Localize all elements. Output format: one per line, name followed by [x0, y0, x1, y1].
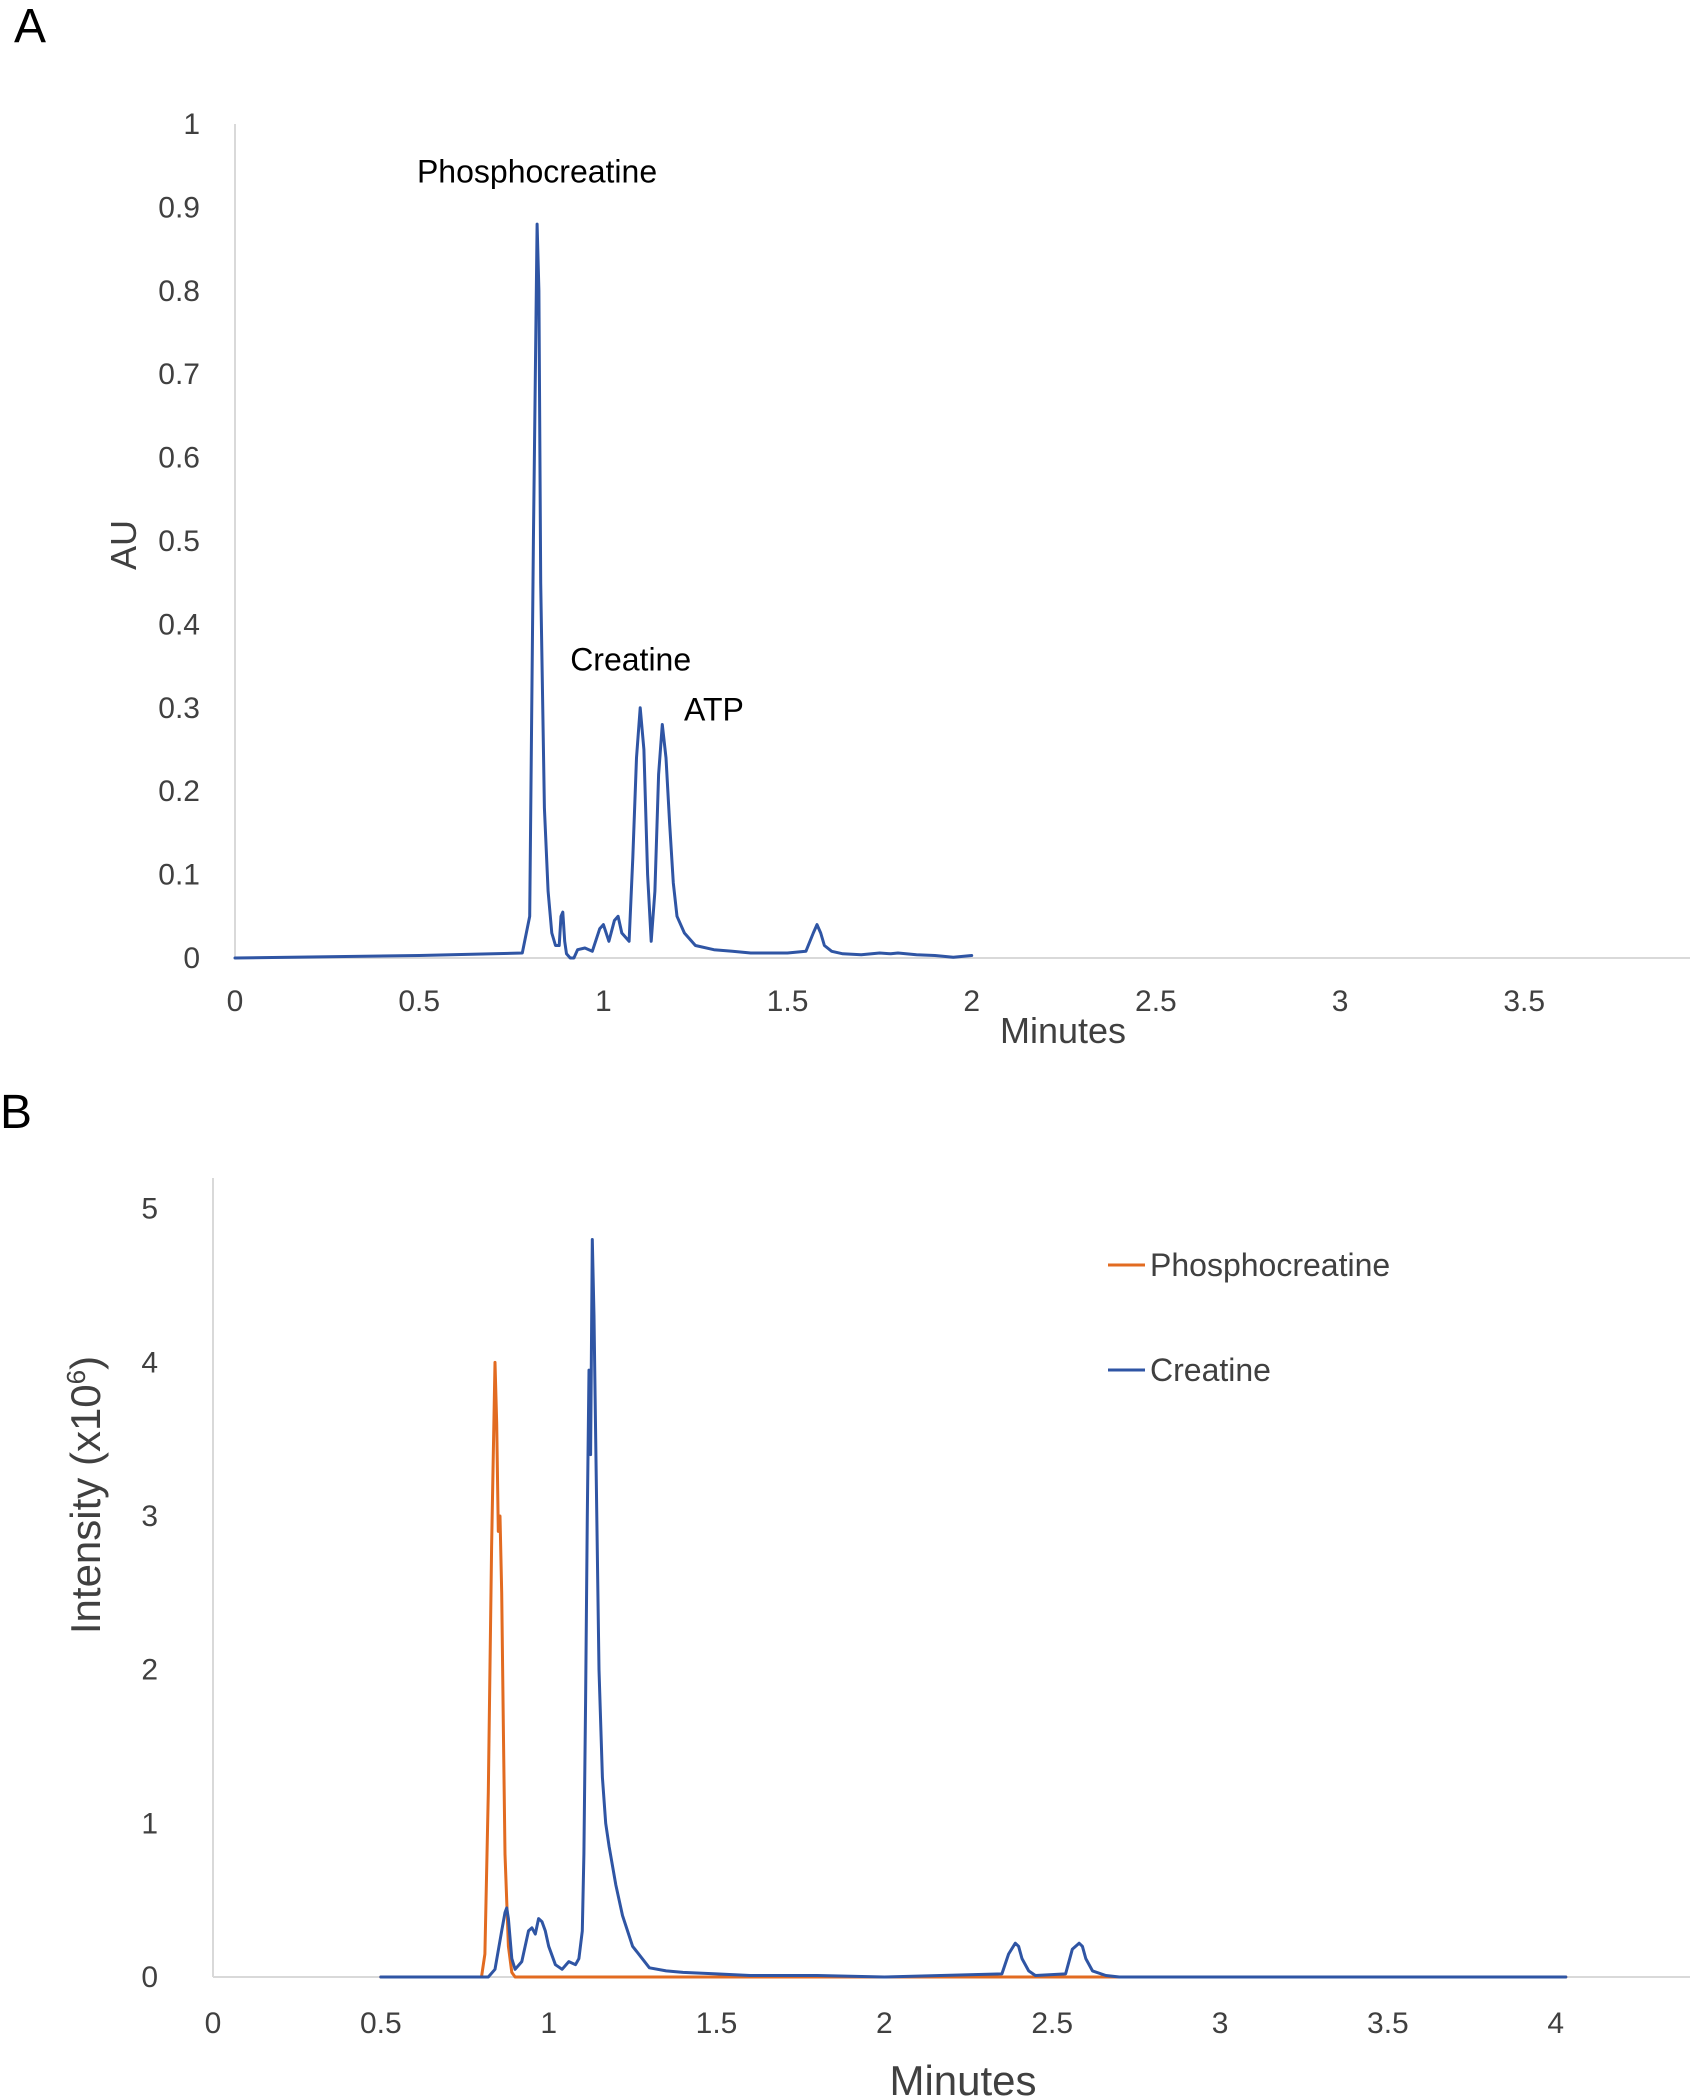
panel-b-letter: B [0, 1086, 32, 1139]
panel-a-y-tick-labels: 0 0.1 0.2 0.3 0.4 0.5 0.6 0.7 0.8 0.9 1 [158, 108, 200, 975]
panel-a-x-tick-label: 0.5 [398, 985, 440, 1018]
panel-a-y-tick-label: 0.5 [158, 525, 200, 558]
panel-b-x-tick-label: 1 [540, 2007, 557, 2040]
panel-b-y-axis-title-superscript: 6 [61, 1370, 91, 1384]
panel-a-x-tick-label: 3 [1332, 985, 1349, 1018]
panel-a-annotations: Phosphocreatine Creatine ATP [417, 153, 744, 727]
panel-a-series-group [233, 222, 974, 960]
panel-b-y-tick-labels: 0 1 2 3 4 5 [141, 1193, 158, 1994]
panel-b-series-line-phosphocreatine [379, 1360, 1568, 1979]
panel-b-x-tick-label: 4 [1547, 2007, 1564, 2040]
panel-b-x-tick-label: 2 [876, 2007, 893, 2040]
panel-a-annotation-atp: ATP [684, 691, 744, 727]
panel-b-x-tick-label: 3.5 [1367, 2007, 1409, 2040]
panel-a-x-axis-title: Minutes [1000, 1010, 1126, 1051]
panel-a-annotation-creatine: Creatine [570, 641, 691, 677]
panel-b-series-group [379, 1238, 1568, 1979]
legend-label-creatine: Creatine [1150, 1352, 1271, 1388]
panel-b-y-tick-label: 1 [141, 1807, 158, 1840]
panel-a-y-tick-label: 0.6 [158, 442, 200, 475]
panel-b-x-tick-label: 0 [205, 2007, 222, 2040]
panel-a-x-tick-labels: 0 0.5 1 1.5 2 2.5 3 3.5 [227, 985, 1545, 1018]
panel-b-y-tick-label: 3 [141, 1500, 158, 1533]
panel-b-legend: Phosphocreatine Creatine [1108, 1247, 1390, 1388]
panel-a-y-tick-label: 1 [183, 108, 200, 141]
panel-b-y-tick-label: 0 [141, 1961, 158, 1994]
panel-b-x-tick-labels: 0 0.5 1 1.5 2 2.5 3 3.5 4 [205, 2007, 1564, 2040]
panel-a-x-tick-label: 3.5 [1503, 985, 1545, 1018]
chart-panel-a: A 0 0.1 0.2 0.3 0.4 0.5 0.6 0.7 0.8 0.9 1 0 0.5 1 1.5… [14, 0, 1690, 1051]
panel-a-y-axis-title: AU [103, 520, 144, 570]
panel-a-x-tick-label: 1.5 [767, 985, 809, 1018]
panel-a-y-tick-label: 0.7 [158, 358, 200, 391]
panel-a-y-tick-label: 0.4 [158, 608, 200, 641]
panel-a-series-line-trace0 [233, 222, 974, 960]
panel-a-x-tick-label: 1 [595, 985, 612, 1018]
panel-b-x-tick-label: 2.5 [1031, 2007, 1073, 2040]
legend-label-phosphocreatine: Phosphocreatine [1150, 1247, 1390, 1283]
panel-b-x-tick-label: 3 [1212, 2007, 1229, 2040]
panel-b-y-tick-label: 4 [141, 1346, 158, 1379]
panel-b-y-tick-label: 5 [141, 1193, 158, 1226]
panel-a-x-tick-label: 0 [227, 985, 244, 1018]
panel-a-y-tick-label: 0.3 [158, 692, 200, 725]
panel-a-y-tick-label: 0.2 [158, 775, 200, 808]
panel-b-y-axis-title: Intensity (x106) [61, 1356, 109, 1634]
panel-b-y-tick-label: 2 [141, 1654, 158, 1687]
panel-b-y-axis-title-end: ) [62, 1356, 109, 1370]
panel-a-y-tick-label: 0.1 [158, 859, 200, 892]
panel-a-x-tick-label: 2 [963, 985, 980, 1018]
panel-a-x-tick-label: 2.5 [1135, 985, 1177, 1018]
panel-a-letter: A [14, 0, 46, 53]
panel-a-y-tick-label: 0 [183, 942, 200, 975]
chart-panel-b: B 0 1 2 3 4 5 0 0.5 1 1.5 2 2.5 3 3.5 4 Phosphocreati… [0, 1086, 1690, 2100]
panel-a-annotation-phosphocreatine: Phosphocreatine [417, 153, 657, 189]
panel-b-series-line-creatine [379, 1238, 1568, 1979]
panel-b-x-tick-label: 1.5 [696, 2007, 738, 2040]
panel-a-y-tick-label: 0.9 [158, 191, 200, 224]
panel-a-y-tick-label: 0.8 [158, 275, 200, 308]
panel-b-x-tick-label: 0.5 [360, 2007, 402, 2040]
panel-b-x-axis-title: Minutes [889, 2057, 1036, 2100]
panel-b-y-axis-title-main: Intensity (x10 [62, 1384, 109, 1634]
